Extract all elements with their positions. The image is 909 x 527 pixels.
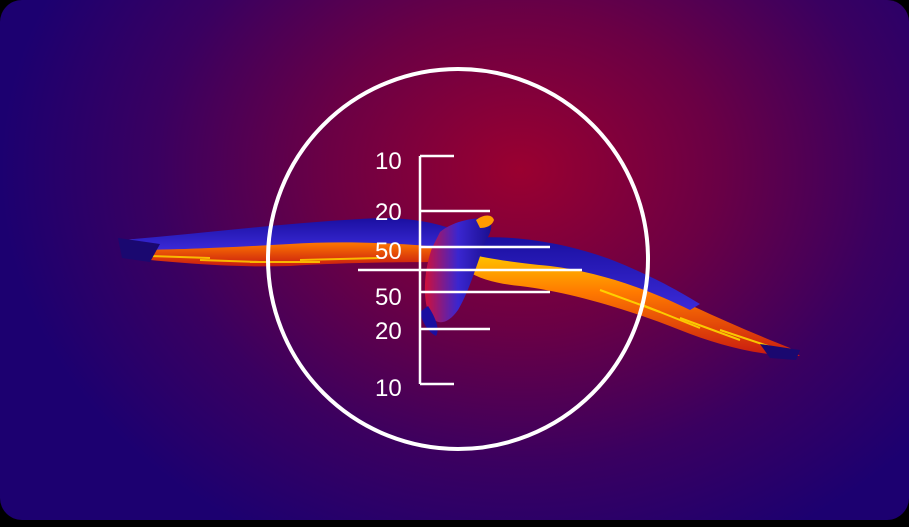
reticle-label-top-50: 50 — [375, 238, 402, 265]
reticle-label-top-10: 10 — [375, 148, 402, 175]
reticle-label-bottom-50: 50 — [375, 284, 402, 311]
thermal-bird-icon — [118, 215, 800, 360]
reticle-label-top-20: 20 — [375, 199, 402, 226]
reticle-label-bottom-10: 10 — [375, 375, 402, 402]
scope-circle-icon — [266, 67, 650, 451]
reticle-label-bottom-20: 20 — [375, 318, 402, 345]
